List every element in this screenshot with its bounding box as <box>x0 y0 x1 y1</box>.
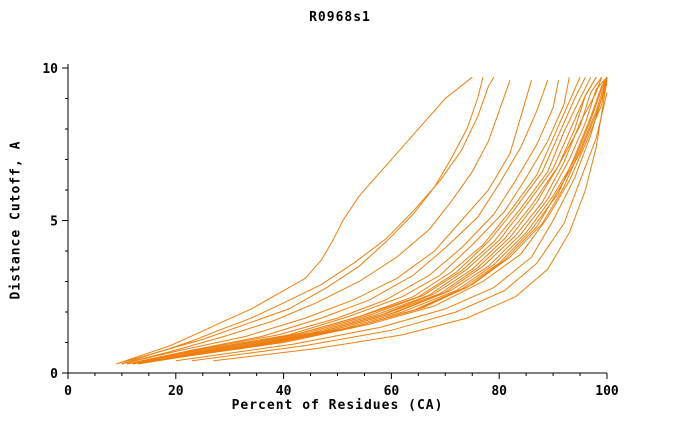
model-curve <box>127 80 559 365</box>
x-tick-label: 0 <box>64 384 72 399</box>
model-curve <box>116 76 495 365</box>
x-tick-label: 100 <box>595 384 619 399</box>
model-curve <box>191 92 608 362</box>
model-curve <box>132 76 592 365</box>
model-curve <box>148 76 608 362</box>
model-curve <box>127 80 549 365</box>
model-curve <box>159 77 608 360</box>
model-curve <box>148 83 608 362</box>
model-curve <box>121 80 532 365</box>
model-curve <box>116 76 473 365</box>
y-tick-label: 0 <box>50 367 58 382</box>
y-tick-label: 10 <box>42 62 58 77</box>
model-curve <box>154 77 608 360</box>
model-curve <box>132 76 586 365</box>
model-curve <box>213 80 608 362</box>
x-tick-label: 60 <box>384 384 400 399</box>
y-tick-label: 5 <box>50 215 58 230</box>
model-curve <box>175 77 608 362</box>
model-curve <box>121 77 484 365</box>
model-curve <box>121 80 511 365</box>
model-curve <box>127 77 570 365</box>
x-axis-label: Percent of Residues (CA) <box>231 398 444 413</box>
x-tick-label: 20 <box>168 384 184 399</box>
x-tick-label: 40 <box>276 384 292 399</box>
chart-title: R0968s1 <box>309 10 371 25</box>
x-tick-label: 80 <box>491 384 507 399</box>
